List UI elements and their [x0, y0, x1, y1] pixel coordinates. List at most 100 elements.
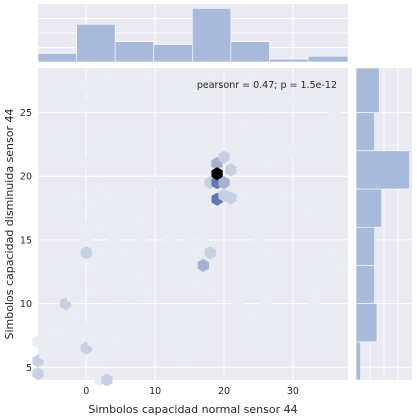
hexbin-cell — [73, 290, 85, 304]
hexbin-cell — [142, 284, 154, 298]
hexbin-cell — [80, 157, 92, 170]
hexbin-cell — [183, 233, 196, 247]
hexbin-cell — [73, 207, 85, 221]
marginal-y-bar — [355, 303, 378, 343]
hexbin-cell — [266, 118, 278, 132]
marginal-x-bars — [37, 8, 349, 63]
marginal-x-bar — [307, 55, 349, 63]
marginal-y-bar — [355, 341, 361, 381]
y-tick-label: 25 — [20, 108, 32, 119]
hexbin-cell — [135, 214, 147, 228]
marginal-x-bar — [230, 41, 270, 63]
hexbin-cell — [94, 220, 106, 234]
hexbin-cell — [87, 195, 99, 209]
hexbin-cell — [39, 348, 51, 361]
y-tick-label: 20 — [20, 172, 32, 183]
marginal-y-bars — [355, 67, 410, 381]
hexbin-cell — [197, 258, 209, 272]
hexbin-cell — [301, 322, 313, 336]
hexbin-cell — [232, 297, 244, 311]
x-tick-label: 20 — [218, 386, 230, 397]
hexbin-cell — [108, 233, 120, 247]
x-tick-label: 0 — [83, 386, 89, 397]
x-tick-labels: 0 10 20 30 — [83, 386, 299, 397]
y-tick-label: 5 — [26, 363, 32, 374]
y-axis-label: Simbolos capacidad disminuida sensor 44 — [3, 108, 16, 339]
marginal-x-bar — [114, 41, 155, 63]
hexbin-cell — [80, 246, 92, 260]
marginal-x-bar — [192, 8, 232, 63]
hexbin-cell — [321, 80, 333, 94]
hexbin-cell — [328, 246, 340, 260]
hexbin-cell — [142, 322, 154, 336]
pearson-annotation: pearsonr = 0.47; p = 1.5e-12 — [197, 80, 337, 91]
hexbin-cell — [225, 93, 237, 107]
hexbin-cell — [87, 354, 99, 368]
hexbin-cell — [73, 309, 85, 323]
marginal-x-bar — [76, 23, 116, 63]
hexbin-cell — [218, 176, 230, 190]
hexbin-cell — [218, 150, 230, 164]
hexbin-cell — [115, 246, 127, 260]
hexbin-layer — [32, 67, 347, 387]
hexbin-cell — [170, 182, 182, 196]
marginal-y-histogram — [355, 67, 412, 381]
x-axis-label: Simbolos capacidad normal sensor 44 — [88, 403, 297, 416]
hexbin-cell — [273, 80, 285, 94]
marginal-x-bar — [37, 52, 77, 63]
marginal-x-bar — [153, 44, 193, 63]
hexbin-cell — [239, 118, 251, 132]
marginal-y-bar — [355, 265, 375, 304]
hexbin-cell — [307, 297, 320, 311]
hexbin-cell — [135, 271, 147, 285]
hexbin-cell — [259, 246, 271, 260]
hexbin-cell — [307, 284, 320, 298]
hexbin-cell — [266, 220, 278, 234]
x-tick-label: 10 — [149, 386, 161, 397]
hexbin-cell — [177, 354, 189, 368]
hexbin-cell — [239, 188, 251, 202]
hexbin-cell — [87, 335, 99, 349]
hexbin-cell — [115, 335, 127, 349]
hexbin-cell — [101, 67, 113, 81]
hexbin-cell — [190, 80, 203, 94]
hexbin-cell — [87, 258, 99, 272]
marginal-y-bar — [355, 226, 375, 266]
hexbin-cell — [142, 67, 154, 81]
hexbin-cell — [149, 176, 161, 190]
marginal-y-bar — [355, 188, 382, 228]
hexbin-cell — [190, 246, 203, 260]
hexbin-cell — [259, 297, 271, 311]
hexbin-cell — [59, 322, 72, 336]
hexbin-cell — [115, 290, 127, 304]
hexbin-cell — [73, 258, 85, 272]
marginal-x-bar — [269, 58, 309, 63]
x-tick-label: 30 — [287, 386, 299, 397]
hexbin-cell — [32, 335, 44, 349]
hexbin-cell — [335, 258, 347, 272]
hexbin-cell — [177, 271, 189, 285]
hexbin-cell — [245, 309, 258, 323]
hexbin-cell — [80, 220, 92, 234]
hexbin-cell — [80, 99, 92, 113]
hexbin-cell — [252, 233, 265, 247]
hexbin-cell — [101, 373, 113, 387]
hexbin-cell — [170, 67, 182, 81]
hexbin-cell — [225, 163, 237, 177]
hexbin-cell — [273, 316, 285, 330]
hexbin-cell — [259, 157, 271, 170]
hexbin-cell — [287, 144, 299, 158]
hexbin-cell — [163, 233, 175, 247]
hexbin-cell — [252, 144, 265, 158]
hexbin-cell — [287, 93, 299, 107]
hexbin-cell — [225, 191, 237, 205]
hexbin-cell — [80, 233, 92, 247]
hexbin-cell — [170, 131, 182, 145]
hexbin-cell — [328, 106, 340, 120]
hexbin-cell — [280, 188, 292, 202]
hexbin-cell — [314, 271, 327, 285]
hexbin-cell — [204, 67, 216, 81]
hexbin-cell — [204, 284, 216, 298]
hexbin-cell — [245, 67, 258, 81]
